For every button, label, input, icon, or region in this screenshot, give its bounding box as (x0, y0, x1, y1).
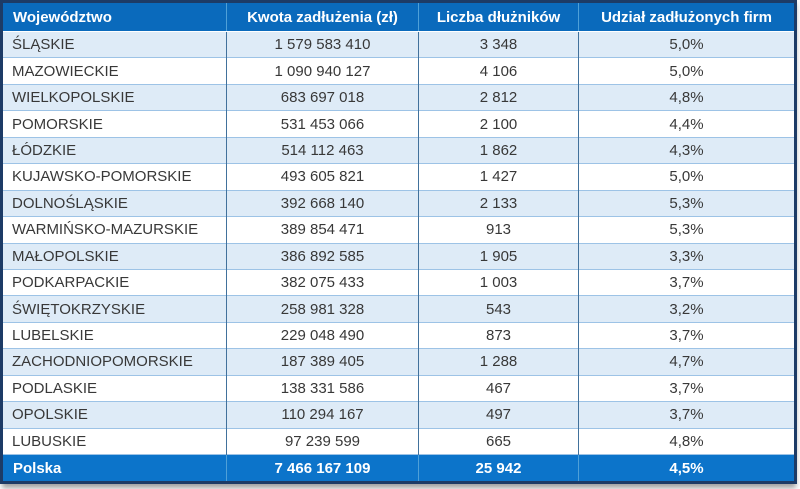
total-label: Polska (1, 454, 227, 483)
cell-debt-amount: 514 112 463 (226, 136, 419, 164)
cell-debt-amount: 258 981 328 (226, 295, 419, 323)
cell-debt-amount: 97 239 599 (226, 427, 419, 455)
cell-voivodeship: WIELKOPOLSKIE (1, 83, 227, 111)
cell-voivodeship: PODLASKIE (1, 374, 227, 402)
table-row: KUJAWSKO-POMORSKIE 493 605 821 1 427 5,0% (1, 163, 796, 191)
column-header-wojewodztwo: Województwo (1, 1, 227, 32)
cell-voivodeship: ŁÓDZKIE (1, 136, 227, 164)
total-debtors-count: 25 942 (418, 454, 579, 483)
table-row: WARMIŃSKO-MAZURSKIE 389 854 471 913 5,3% (1, 216, 796, 243)
table-row: OPOLSKIE 110 294 167 497 3,7% (1, 401, 796, 429)
cell-share: 5,3% (578, 216, 796, 243)
cell-voivodeship: ŚLĄSKIE (1, 31, 227, 58)
cell-debtors-count: 497 (418, 401, 579, 429)
cell-share: 3,7% (578, 268, 796, 296)
cell-debtors-count: 3 348 (418, 31, 579, 58)
cell-debtors-count: 1 427 (418, 163, 579, 191)
cell-share: 5,0% (578, 57, 796, 85)
cell-voivodeship: KUJAWSKO-POMORSKIE (1, 163, 227, 191)
cell-voivodeship: POMORSKIE (1, 110, 227, 138)
cell-share: 3,7% (578, 374, 796, 402)
cell-debt-amount: 110 294 167 (226, 401, 419, 429)
cell-debt-amount: 493 605 821 (226, 163, 419, 191)
cell-debt-amount: 386 892 585 (226, 242, 419, 270)
cell-debtors-count: 2 133 (418, 189, 579, 217)
column-header-liczba-dluznikow: Liczba dłużników (418, 1, 579, 32)
table-row: LUBUSKIE 97 239 599 665 4,8% (1, 427, 796, 455)
total-debt-amount: 7 466 167 109 (226, 454, 419, 483)
cell-debt-amount: 531 453 066 (226, 110, 419, 138)
cell-debtors-count: 1 905 (418, 242, 579, 270)
cell-share: 3,2% (578, 295, 796, 323)
cell-debtors-count: 913 (418, 216, 579, 243)
cell-debtors-count: 873 (418, 321, 579, 349)
cell-debtors-count: 543 (418, 295, 579, 323)
cell-debtors-count: 665 (418, 427, 579, 455)
table-row: LUBELSKIE 229 048 490 873 3,7% (1, 321, 796, 349)
cell-debt-amount: 1 579 583 410 (226, 31, 419, 58)
column-header-udzial-zadluzonych-firm: Udział zadłużonych firm (578, 1, 796, 32)
header-row: Województwo Kwota zadłużenia (zł) Liczba… (1, 1, 796, 32)
table-row: POMORSKIE 531 453 066 2 100 4,4% (1, 110, 796, 138)
cell-voivodeship: MAZOWIECKIE (1, 57, 227, 85)
cell-debt-amount: 683 697 018 (226, 83, 419, 111)
cell-debt-amount: 389 854 471 (226, 216, 419, 243)
cell-share: 4,8% (578, 83, 796, 111)
cell-share: 5,0% (578, 31, 796, 58)
table-row: ŚLĄSKIE 1 579 583 410 3 348 5,0% (1, 31, 796, 58)
cell-share: 4,4% (578, 110, 796, 138)
cell-share: 5,3% (578, 189, 796, 217)
cell-voivodeship: MAŁOPOLSKIE (1, 242, 227, 270)
cell-debt-amount: 187 389 405 (226, 348, 419, 376)
cell-voivodeship: LUBUSKIE (1, 427, 227, 455)
table-row: ZACHODNIOPOMORSKIE 187 389 405 1 288 4,7% (1, 348, 796, 376)
cell-debt-amount: 138 331 586 (226, 374, 419, 402)
cell-debtors-count: 1 003 (418, 268, 579, 296)
cell-share: 3,7% (578, 321, 796, 349)
table-row: ŚWIĘTOKRZYSKIE 258 981 328 543 3,2% (1, 295, 796, 323)
cell-voivodeship: WARMIŃSKO-MAZURSKIE (1, 216, 227, 243)
table-row: WIELKOPOLSKIE 683 697 018 2 812 4,8% (1, 83, 796, 111)
cell-voivodeship: DOLNOŚLĄSKIE (1, 189, 227, 217)
cell-debtors-count: 1 862 (418, 136, 579, 164)
cell-debt-amount: 229 048 490 (226, 321, 419, 349)
cell-debtors-count: 1 288 (418, 348, 579, 376)
cell-share: 4,7% (578, 348, 796, 376)
cell-voivodeship: ZACHODNIOPOMORSKIE (1, 348, 227, 376)
table-row: DOLNOŚLĄSKIE 392 668 140 2 133 5,3% (1, 189, 796, 217)
table-row: MAŁOPOLSKIE 386 892 585 1 905 3,3% (1, 242, 796, 270)
table-body: ŚLĄSKIE 1 579 583 410 3 348 5,0% MAZOWIECKIE… (1, 31, 796, 455)
cell-voivodeship: PODKARPACKIE (1, 268, 227, 296)
total-share: 4,5% (578, 454, 796, 483)
cell-debt-amount: 1 090 940 127 (226, 57, 419, 85)
cell-debtors-count: 2 100 (418, 110, 579, 138)
cell-voivodeship: OPOLSKIE (1, 401, 227, 429)
table-row: PODLASKIE 138 331 586 467 3,7% (1, 374, 796, 402)
table-row: MAZOWIECKIE 1 090 940 127 4 106 5,0% (1, 57, 796, 85)
cell-debtors-count: 2 812 (418, 83, 579, 111)
cell-debtors-count: 467 (418, 374, 579, 402)
cell-voivodeship: LUBELSKIE (1, 321, 227, 349)
cell-debt-amount: 392 668 140 (226, 189, 419, 217)
table-row: ŁÓDZKIE 514 112 463 1 862 4,3% (1, 136, 796, 164)
cell-share: 3,3% (578, 242, 796, 270)
cell-debt-amount: 382 075 433 (226, 268, 419, 296)
cell-share: 3,7% (578, 401, 796, 429)
cell-voivodeship: ŚWIĘTOKRZYSKIE (1, 295, 227, 323)
cell-share: 5,0% (578, 163, 796, 191)
cell-debtors-count: 4 106 (418, 57, 579, 85)
table-row: PODKARPACKIE 382 075 433 1 003 3,7% (1, 268, 796, 296)
total-row: Polska 7 466 167 109 25 942 4,5% (1, 454, 796, 483)
cell-share: 4,8% (578, 427, 796, 455)
column-header-kwota-zadluzenia: Kwota zadłużenia (zł) (226, 1, 419, 32)
cell-share: 4,3% (578, 136, 796, 164)
